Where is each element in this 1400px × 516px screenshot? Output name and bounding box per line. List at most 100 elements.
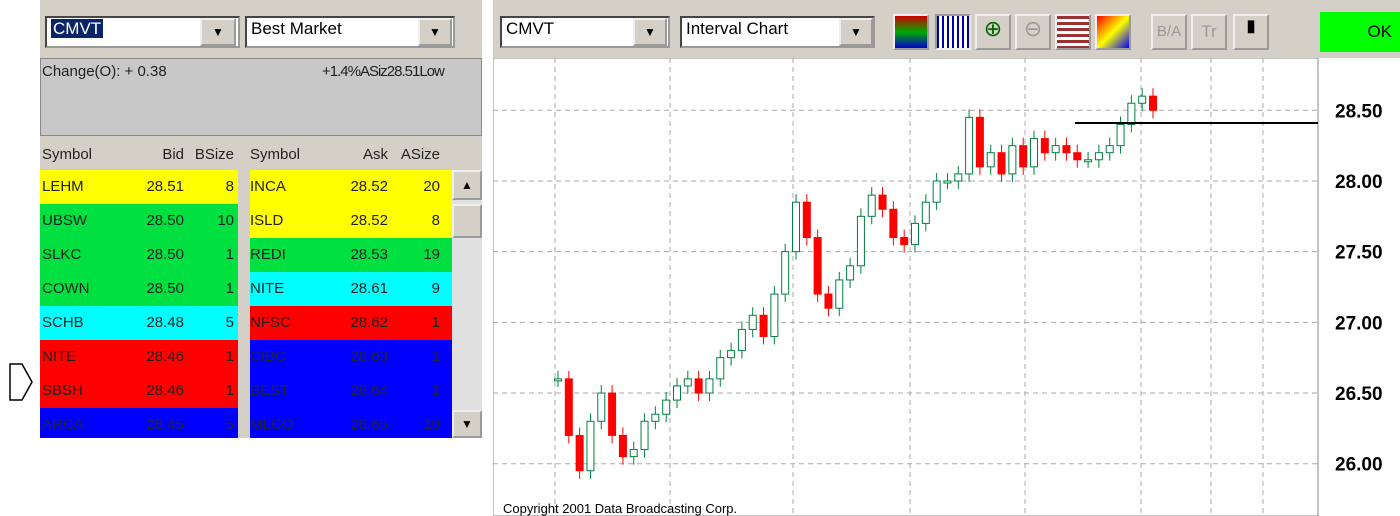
candle	[1040, 138, 1049, 154]
row	[250, 204, 452, 238]
cell: 28.48	[146, 314, 184, 331]
zoom-out[interactable]: ⊖	[1015, 14, 1051, 50]
candle	[813, 237, 822, 295]
candle	[727, 350, 736, 359]
change-text: Change(O): + 0.38	[42, 63, 167, 80]
dropdown[interactable]: ▼	[200, 18, 236, 46]
price-chart: 28.50 28.00 27.50 27.00 26.50 26.00 Copyright …	[493, 58, 1383, 516]
candle	[1138, 95, 1147, 104]
zoom-in[interactable]: ⊕	[975, 14, 1011, 50]
cell: CIBC	[250, 348, 286, 365]
row	[250, 238, 452, 272]
cell: 20	[423, 178, 440, 195]
book: Symbol Bid BSize Symbol Ask ASize LEHM 28.51 8 UB…	[40, 140, 482, 438]
plot-bg	[493, 58, 1319, 516]
candle	[1019, 145, 1028, 168]
left-panel: CMVT ▼ Best Market ▼ Change(O): + 0.38 +…	[40, 0, 482, 438]
cell: 28.52	[350, 178, 388, 195]
candle	[716, 357, 725, 380]
row	[250, 408, 452, 438]
row	[40, 374, 238, 408]
cell: 1	[225, 246, 234, 263]
cell: 5	[225, 416, 234, 433]
candle	[629, 449, 638, 458]
tool-icon[interactable]	[1055, 14, 1091, 50]
scroll-thumb[interactable]	[452, 204, 482, 238]
dropdown[interactable]: ▼	[839, 18, 873, 46]
candle	[1094, 152, 1103, 161]
summary-text: +1.4%ASiz28.51Low	[322, 63, 445, 80]
cell: 1	[225, 382, 234, 399]
cell: 1	[431, 382, 440, 399]
candle	[662, 399, 671, 415]
tool-icon[interactable]	[935, 14, 971, 50]
y-tick-label: 28.50	[1335, 101, 1383, 122]
cell: 8	[225, 178, 234, 195]
cell: 28.46	[146, 348, 184, 365]
cell: 28.61	[350, 280, 388, 297]
candle	[1084, 159, 1093, 163]
symbol-text: CMVT	[51, 19, 104, 38]
candle	[759, 314, 768, 337]
tool-icon[interactable]	[893, 14, 929, 50]
cell: 10	[217, 212, 234, 229]
cell: 28.62	[350, 314, 388, 331]
cell: 9	[431, 280, 440, 297]
cell: MLCO	[250, 416, 294, 433]
ok-status[interactable]: OK	[1320, 12, 1400, 52]
candle	[943, 180, 952, 184]
cell: 10	[423, 416, 440, 433]
cell: 28.50	[146, 280, 184, 297]
ba-icon[interactable]: B/A	[1151, 14, 1187, 50]
cell: SCHB	[42, 314, 84, 331]
y-tick-label: 28.00	[1335, 172, 1383, 193]
row	[250, 374, 452, 408]
row	[40, 408, 238, 438]
dropdown[interactable]: ▼	[633, 18, 667, 46]
row	[250, 306, 452, 340]
scrollbar[interactable]: ▲ ▼	[452, 170, 482, 438]
row	[40, 306, 238, 340]
candle	[932, 180, 941, 203]
cell: UBSW	[42, 212, 87, 229]
row	[250, 340, 452, 374]
candle	[586, 420, 595, 472]
cell: 28.53	[350, 246, 388, 263]
cell: INCA	[250, 178, 286, 195]
candle	[802, 201, 811, 239]
dropdown[interactable]: ▼	[418, 18, 452, 46]
column-header: Bid	[162, 146, 184, 163]
tool-icon[interactable]: ▮	[1233, 14, 1269, 50]
candle	[846, 265, 855, 281]
column-header: Symbol	[250, 146, 301, 163]
tr-icon[interactable]: Tr	[1191, 14, 1227, 50]
column-header: BSize	[194, 146, 234, 163]
cell: 28.64	[350, 382, 388, 399]
candle	[554, 378, 562, 382]
candle	[1116, 123, 1125, 147]
candle	[1149, 95, 1157, 111]
cell: NITE	[42, 348, 77, 365]
cell: 28.51	[146, 178, 184, 195]
scroll-down[interactable]: ▼	[452, 410, 482, 438]
scroll-up[interactable]: ▲	[452, 170, 482, 200]
y-tick-label: 27.00	[1335, 313, 1383, 334]
candle	[835, 279, 844, 309]
y-tick-label: 26.50	[1335, 384, 1383, 405]
cell: REDI	[250, 246, 286, 263]
cell: NITE	[250, 280, 285, 297]
cell: SLKC	[42, 246, 82, 263]
candle	[986, 152, 995, 168]
candle	[597, 392, 606, 422]
candle	[673, 385, 681, 401]
arrow-icon	[9, 363, 33, 401]
candle	[683, 378, 692, 387]
column-header: Symbol	[42, 146, 93, 163]
candle	[900, 237, 909, 246]
cell: LEHM	[42, 178, 84, 195]
copyright: Copyright 2001 Data Broadcasting Corp.	[503, 501, 737, 516]
cell: 1	[431, 348, 440, 365]
tool-icon[interactable]	[1095, 14, 1131, 50]
candle	[618, 434, 627, 458]
candle	[824, 293, 833, 309]
